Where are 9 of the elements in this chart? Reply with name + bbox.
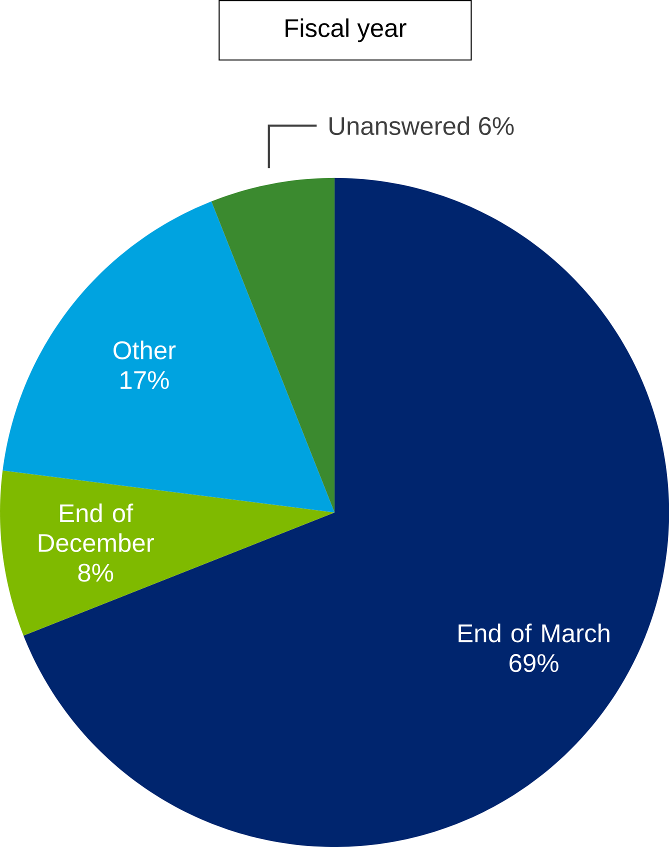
slice-label: End of March	[458, 624, 610, 642]
slice-label: End of December	[38, 504, 154, 552]
data-label: 69%	[510, 654, 558, 672]
slice-label: Other	[114, 340, 176, 360]
data-label: 17%	[120, 371, 169, 389]
slice-label: Unanswered	[330, 116, 469, 136]
chart-title: Fiscal year	[286, 18, 406, 42]
data-label: 8%	[78, 564, 114, 582]
data-label: 6%	[479, 117, 514, 136]
